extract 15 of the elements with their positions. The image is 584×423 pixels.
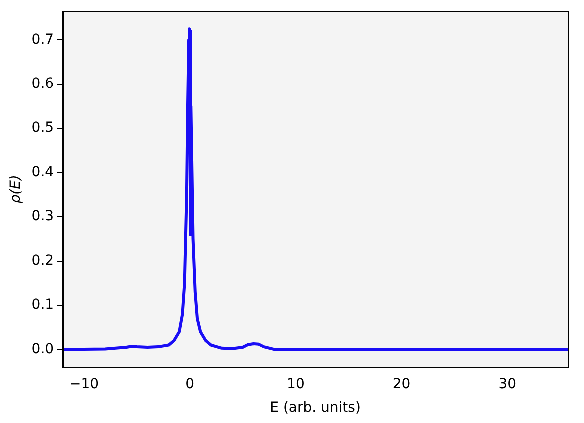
y-tick-label: 0.0 [32,341,54,358]
y-tick-label: 0.6 [32,76,54,92]
y-tick-label: 0.4 [32,164,54,180]
y-tick-label: 0.3 [32,208,54,225]
x-tick-label: 0 [186,376,195,392]
y-tick-label: 0.1 [32,297,54,314]
y-axis-title: ρ(E) [8,175,24,204]
x-tick-label: 30 [498,376,517,392]
y-tick-label: 0.2 [32,252,54,269]
x-tick-label: −10 [69,376,100,392]
y-tick-label: 0.5 [32,120,54,136]
x-axis-title: E (arb. units) [270,400,361,416]
x-tick-label: 20 [392,376,411,392]
y-tick-label: 0.7 [32,32,54,48]
x-tick-label: 10 [287,376,305,392]
